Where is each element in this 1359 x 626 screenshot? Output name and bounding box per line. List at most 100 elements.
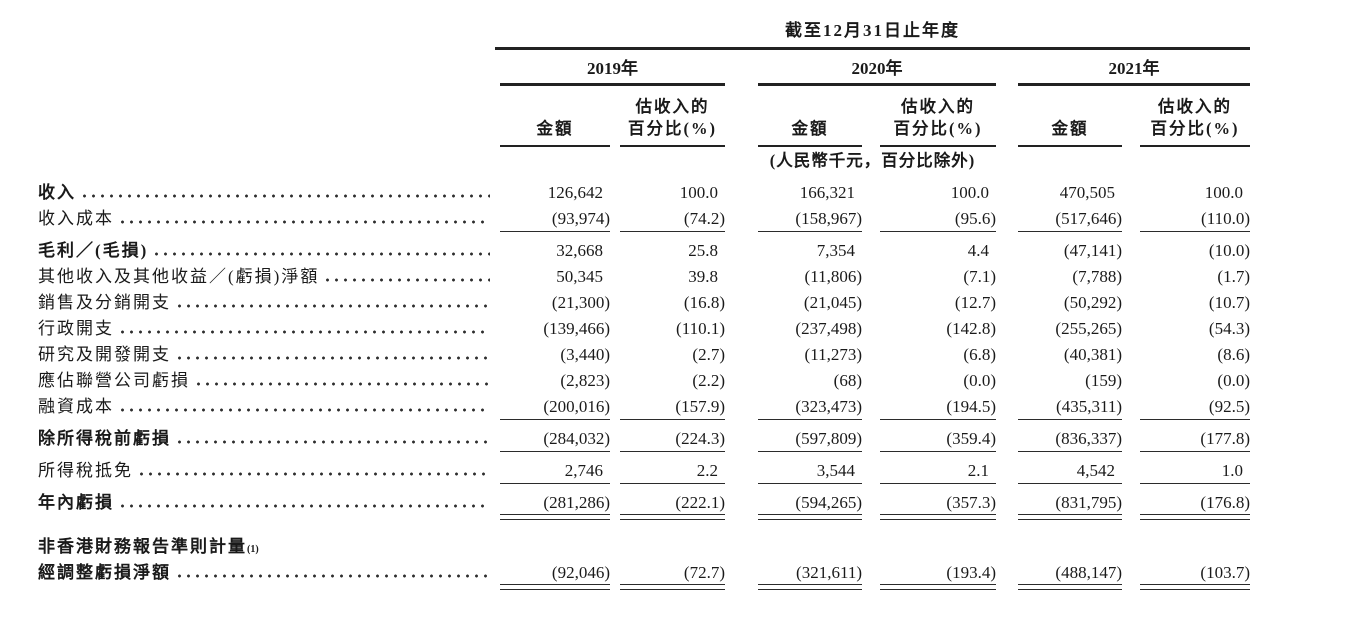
cell: (0.0) [1217, 371, 1250, 390]
col-2019-amount-header: 金額 [536, 119, 574, 138]
cell: 32,668 [556, 241, 603, 260]
dot-leader [175, 350, 490, 364]
cell: 50,345 [556, 267, 603, 286]
unit-note: (人民幣千元，百分比除外) [769, 151, 976, 170]
table-row-income-tax-credit: 所得稅抵免 2,746 2.2 3,544 2.1 4,542 1.0 [38, 456, 1359, 482]
cell: 100.0 [950, 183, 989, 202]
cell: (159) [1085, 371, 1122, 390]
cell: (11,806) [804, 267, 862, 286]
col-2020-amount-header: 金額 [791, 119, 829, 138]
cell: (92.5) [1208, 397, 1250, 416]
dot-leader [323, 272, 490, 286]
row-label: 其他收入及其他收益／(虧損)淨額 [38, 262, 500, 287]
cell: 100.0 [679, 183, 718, 202]
cell: (12.7) [954, 293, 996, 312]
cell: (359.4) [946, 429, 996, 448]
column-header-row: 金額 估收入的 百分比(%) 金額 估收入的 百分比(%) 金額 估收入的 百分比(%… [38, 88, 1359, 140]
cell: 39.8 [688, 267, 718, 286]
cell: (255,265) [1055, 319, 1122, 338]
total-double-rule [38, 514, 1359, 524]
year-2019-rule [500, 83, 725, 86]
cell: (21,045) [803, 293, 862, 312]
cell: (139,466) [543, 319, 610, 338]
cell: (193.4) [946, 563, 996, 582]
cell: 4,542 [1076, 461, 1115, 480]
row-label: 經調整虧損淨額 [38, 558, 500, 583]
cell: (93,974) [551, 209, 610, 228]
dot-leader [80, 188, 490, 202]
cell: (194.5) [946, 397, 996, 416]
table-row-non-hkfrs-measures-heading: 非香港財務報告準則計量 (1) [38, 532, 1359, 558]
cell: (222.1) [675, 493, 725, 512]
table-row-revenue: 收入 126,642 100.0 166,321 100.0 470,505 1… [38, 178, 1359, 204]
dot-leader [175, 568, 490, 582]
row-label: 年內虧損 [38, 488, 500, 513]
cell: (321,611) [796, 563, 862, 582]
cell: (517,646) [1055, 209, 1122, 228]
cell: 2.1 [967, 461, 989, 480]
cell: (157.9) [675, 397, 725, 416]
table-row-loss-before-income-tax: 除所得稅前虧損 (284,032) (224.3) (597,809) (359… [38, 424, 1359, 450]
table-row-rd-expenses: 研究及開發開支 (3,440) (2.7) (11,273) (6.8) (40… [38, 340, 1359, 366]
cell: 166,321 [799, 183, 855, 202]
year-header-row: 2019年 2020年 2021年 [38, 54, 1359, 80]
cell: 1.0 [1221, 461, 1243, 480]
row-label: 銷售及分銷開支 [38, 288, 500, 313]
cell: (836,337) [1055, 429, 1122, 448]
cell: (176.8) [1200, 493, 1250, 512]
cell: (1.7) [1217, 267, 1250, 286]
col-2020-pct-header: 估收入的 百分比(%) [893, 97, 983, 138]
col-2021-pct-header: 估收入的 百分比(%) [1150, 97, 1240, 138]
cell: (16.8) [683, 293, 725, 312]
cell: (597,809) [795, 429, 862, 448]
row-label: 應佔聯營公司虧損 [38, 366, 500, 391]
cell: (110.1) [676, 319, 725, 338]
row-label: 行政開支 [38, 314, 500, 339]
year-2019-label: 2019年 [587, 59, 638, 78]
cell: (2,823) [560, 371, 610, 390]
table-row-share-of-loss-of-associates: 應佔聯營公司虧損 (2,823) (2.2) (68) (0.0) (159) … [38, 366, 1359, 392]
table-row-finance-costs: 融資成本 (200,016) (157.9) (323,473) (194.5)… [38, 392, 1359, 418]
cell: 2,746 [564, 461, 603, 480]
dot-leader [118, 214, 490, 228]
row-label: 收入成本 [38, 204, 500, 229]
cell: (11,273) [804, 345, 862, 364]
cell: 470,505 [1059, 183, 1115, 202]
cell: (357.3) [946, 493, 996, 512]
cell: (68) [833, 371, 862, 390]
cell: (103.7) [1200, 563, 1250, 582]
row-label: 融資成本 [38, 392, 500, 417]
cell: (110.0) [1201, 209, 1250, 228]
cell: (6.8) [963, 345, 996, 364]
cell: (200,016) [543, 397, 610, 416]
year-group-rules [38, 83, 1359, 86]
cell: (10.0) [1208, 241, 1250, 260]
footnote-marker: (1) [247, 544, 259, 555]
cell: (92,046) [551, 563, 610, 582]
cell: (281,286) [543, 493, 610, 512]
table-top-rule [495, 47, 1250, 50]
dot-leader [175, 298, 490, 312]
cell: (50,292) [1063, 293, 1122, 312]
subtotal-rule [38, 482, 1359, 488]
cell: 3,544 [816, 461, 855, 480]
cell: (158,967) [795, 209, 862, 228]
dot-leader [118, 324, 490, 338]
cell: 2.2 [696, 461, 718, 480]
dot-leader [118, 498, 490, 512]
cell: (2.2) [692, 371, 725, 390]
dot-leader [175, 434, 490, 448]
dot-leader [137, 466, 490, 480]
cell: (594,265) [795, 493, 862, 512]
cell: (54.3) [1208, 319, 1250, 338]
table-row-administrative-expenses: 行政開支 (139,466) (110.1) (237,498) (142.8)… [38, 314, 1359, 340]
cell: (95.6) [954, 209, 996, 228]
cell: 100.0 [1204, 183, 1243, 202]
cell: (2.7) [692, 345, 725, 364]
cell: (40,381) [1063, 345, 1122, 364]
cell: (0.0) [963, 371, 996, 390]
cell: (72.7) [683, 563, 725, 582]
cell: (74.2) [683, 209, 725, 228]
column-header-rules [38, 145, 1359, 147]
